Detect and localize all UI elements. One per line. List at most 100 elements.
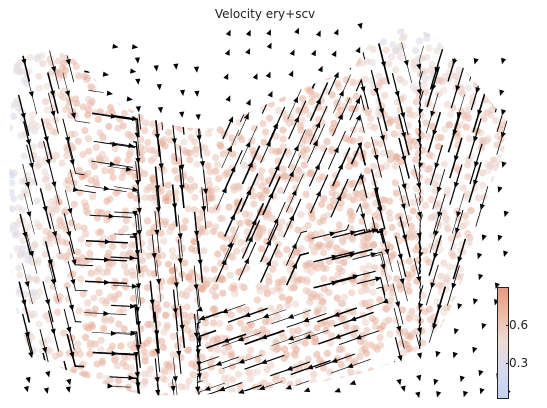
cell-point	[410, 199, 418, 207]
cell-point	[163, 360, 171, 369]
cell-point	[326, 339, 335, 347]
cell-point	[464, 155, 472, 163]
stream-arrowhead	[154, 377, 160, 384]
stream-arrowhead	[403, 60, 409, 67]
cell-point	[279, 20, 286, 27]
cell-point	[55, 70, 63, 78]
cell-point	[144, 83, 152, 91]
cell-point	[478, 61, 486, 69]
stream-arrowhead	[286, 365, 293, 371]
cell-point	[245, 218, 253, 226]
cell-point	[229, 85, 237, 93]
cell-point	[419, 339, 427, 347]
cell-point	[84, 209, 92, 217]
cell-point	[473, 279, 481, 287]
cell-point	[265, 388, 273, 396]
cell-point	[245, 35, 253, 43]
cell-point	[453, 72, 462, 81]
cell-point	[93, 208, 102, 216]
cell-point	[51, 128, 59, 136]
cell-point	[387, 53, 396, 61]
stream-arrowhead	[396, 378, 402, 386]
cell-point	[348, 28, 356, 33]
stream-arrowhead	[196, 306, 203, 312]
cell-point	[95, 289, 103, 297]
cell-point	[39, 28, 47, 33]
stream-arrowhead	[134, 132, 140, 139]
stream-arrowhead	[331, 50, 337, 57]
cell-point	[339, 238, 347, 246]
stream-arrowhead	[303, 387, 311, 393]
cell-point	[119, 46, 127, 54]
cell-point	[87, 269, 95, 277]
stream-arrowhead	[457, 256, 463, 263]
cell-point	[428, 231, 436, 239]
cell-point	[9, 299, 14, 307]
stream-arrowhead	[378, 108, 384, 115]
cell-point	[219, 49, 227, 57]
stream-arrowhead	[503, 250, 509, 257]
cell-point	[154, 71, 162, 80]
cell-point	[379, 149, 388, 157]
cell-point	[361, 202, 369, 210]
cell-point	[397, 158, 405, 166]
cell-point	[361, 243, 369, 251]
cell-point	[141, 127, 149, 135]
cell-point	[264, 81, 272, 89]
cell-point	[9, 379, 17, 387]
cell-point	[459, 321, 467, 330]
stream-arrowhead	[67, 207, 73, 215]
cell-point	[198, 29, 206, 37]
stream-arrowhead	[197, 259, 203, 266]
cell-point	[256, 173, 264, 181]
cell-point	[370, 162, 378, 170]
cell-point	[99, 241, 107, 249]
cell-point	[247, 104, 255, 112]
cell-point	[462, 219, 471, 227]
cell-point	[263, 290, 271, 298]
cell-point	[224, 373, 232, 381]
cell-point	[16, 251, 24, 259]
cell-point	[392, 275, 400, 283]
stream-arrowhead	[65, 90, 70, 97]
cell-point	[26, 275, 34, 283]
cell-point	[390, 130, 398, 138]
cell-point	[145, 252, 153, 260]
stream-arrowhead	[501, 57, 507, 65]
cell-point	[427, 66, 435, 74]
cell-point	[399, 28, 407, 30]
cell-point	[310, 370, 318, 378]
cell-point	[391, 162, 400, 170]
cell-point	[230, 91, 238, 99]
stream-arrowhead	[154, 348, 160, 355]
stream-arrowhead	[65, 59, 71, 66]
cell-point	[260, 138, 268, 146]
cell-point	[116, 308, 124, 316]
cell-point	[406, 333, 414, 341]
stream-arrowhead	[110, 113, 117, 119]
cell-point	[162, 113, 170, 121]
cell-point	[89, 85, 97, 93]
cell-point	[154, 259, 162, 267]
cell-point	[320, 275, 328, 283]
stream-arrowhead	[456, 211, 462, 218]
cell-point	[255, 283, 263, 291]
stream-arrowhead	[238, 358, 245, 364]
cell-point	[272, 148, 280, 156]
cell-point	[275, 106, 283, 114]
cell-point	[336, 396, 343, 403]
cell-point	[465, 135, 473, 143]
cell-point	[9, 28, 17, 34]
cell-point	[450, 28, 458, 36]
cell-point	[461, 38, 469, 46]
cell-point	[465, 343, 473, 351]
cell-point	[99, 134, 107, 142]
cell-point	[242, 334, 250, 342]
stream-arrowhead	[333, 146, 339, 154]
cell-point	[190, 238, 198, 246]
stream-arrowhead	[221, 186, 227, 194]
stream-arrowhead	[204, 385, 211, 391]
cell-point	[48, 380, 56, 389]
cell-point	[420, 385, 428, 393]
cell-point	[492, 102, 500, 110]
